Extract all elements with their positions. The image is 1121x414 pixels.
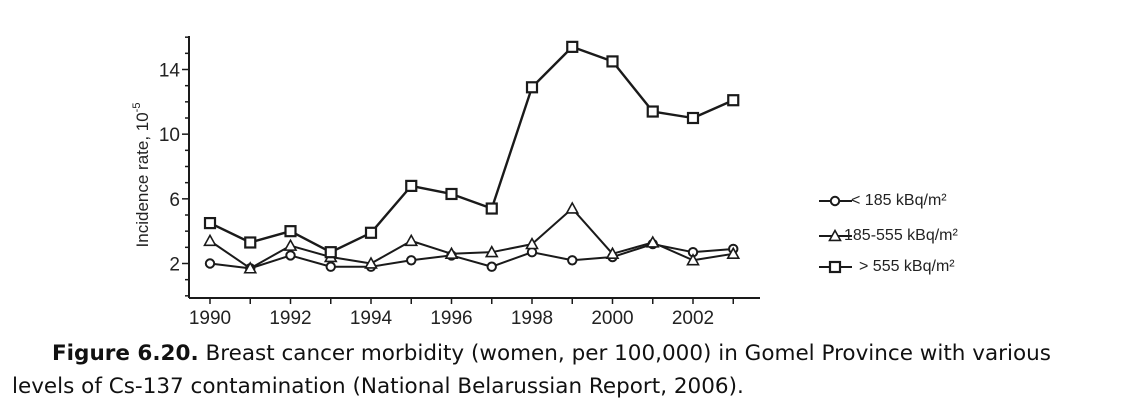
data-point bbox=[204, 258, 216, 269]
data-point bbox=[525, 236, 539, 250]
data-point bbox=[486, 261, 497, 272]
legend-label: < 185 kBq/m² bbox=[851, 192, 947, 209]
y-tick-label: 6 bbox=[169, 190, 180, 211]
data-point bbox=[484, 245, 499, 258]
data-point bbox=[445, 187, 458, 201]
y-axis-label-text: Incidence rate, 10 bbox=[133, 112, 152, 247]
data-point bbox=[243, 261, 258, 274]
legend-marker bbox=[828, 228, 842, 242]
data-point bbox=[645, 235, 660, 248]
data-point bbox=[404, 233, 419, 247]
data-point bbox=[606, 55, 619, 68]
data-point bbox=[727, 94, 740, 107]
data-point bbox=[567, 255, 578, 266]
data-point bbox=[565, 201, 580, 214]
legend-item: > 555 kBq/m² bbox=[819, 258, 955, 275]
data-point bbox=[364, 226, 378, 239]
data-point bbox=[324, 246, 337, 259]
figure-caption-text: Breast cancer morbidity (women, per 100,… bbox=[12, 341, 1051, 399]
legend-item: 185-555 kBq/m² bbox=[819, 227, 959, 244]
series-line bbox=[209, 243, 734, 270]
legend-marker bbox=[829, 195, 841, 207]
series-triangle bbox=[203, 201, 741, 274]
data-point bbox=[686, 111, 700, 125]
legend-label: > 555 kBq/m² bbox=[859, 258, 955, 275]
data-point bbox=[525, 81, 539, 94]
data-point bbox=[364, 256, 378, 269]
x-tick-label: 1994 bbox=[350, 308, 393, 329]
data-point bbox=[283, 238, 298, 251]
data-point bbox=[605, 246, 620, 260]
data-point bbox=[646, 105, 659, 118]
series-layer bbox=[203, 40, 741, 274]
legend-item: < 185 kBq/m² bbox=[819, 192, 947, 209]
x-tick-label: 1998 bbox=[511, 308, 553, 329]
data-point bbox=[444, 246, 459, 260]
data-point bbox=[406, 255, 417, 266]
svg-text:Incidence rate, 10-5: Incidence rate, 10-5 bbox=[131, 103, 152, 248]
y-tick-label: 10 bbox=[159, 125, 180, 146]
data-point bbox=[405, 179, 418, 192]
figure-caption: Figure 6.20. Breast cancer morbidity (wo… bbox=[12, 337, 1112, 403]
y-tick-label: 2 bbox=[169, 255, 180, 276]
series-square bbox=[203, 40, 740, 259]
data-point bbox=[244, 236, 257, 249]
legend-marker bbox=[828, 260, 842, 274]
data-point bbox=[325, 261, 336, 272]
x-tick-label: 2002 bbox=[672, 308, 714, 329]
figure-label: Figure 6.20. bbox=[52, 341, 199, 366]
data-point bbox=[686, 253, 700, 266]
legend: < 185 kBq/m² 185-555 kBq/m² > 555 kBq/m² bbox=[819, 192, 959, 275]
chart: 2 6 10 14 1990 1992 1994 1996 1998 2000 2002 Incid… bbox=[131, 36, 959, 329]
y-axis-label-exponent: -5 bbox=[131, 103, 143, 113]
x-tick-label: 1996 bbox=[430, 308, 472, 329]
y-axis-label: Incidence rate, 10-5 bbox=[131, 103, 152, 248]
data-point bbox=[566, 40, 579, 53]
data-point bbox=[284, 225, 297, 238]
x-tick-label: 1992 bbox=[269, 308, 311, 329]
data-point bbox=[203, 233, 217, 247]
x-tick-label: 1990 bbox=[189, 308, 231, 329]
legend-label: 185-555 kBq/m² bbox=[844, 227, 959, 244]
series-line bbox=[209, 207, 734, 270]
chart-axes: 2 6 10 14 1990 1992 1994 1996 1998 2000 2002 bbox=[159, 36, 760, 329]
data-point bbox=[203, 216, 217, 230]
data-point bbox=[726, 246, 741, 260]
y-tick-label: 14 bbox=[159, 61, 181, 82]
data-point bbox=[285, 250, 296, 261]
series-line bbox=[209, 45, 734, 254]
x-tick-label: 2000 bbox=[591, 308, 633, 329]
data-point bbox=[485, 202, 498, 215]
